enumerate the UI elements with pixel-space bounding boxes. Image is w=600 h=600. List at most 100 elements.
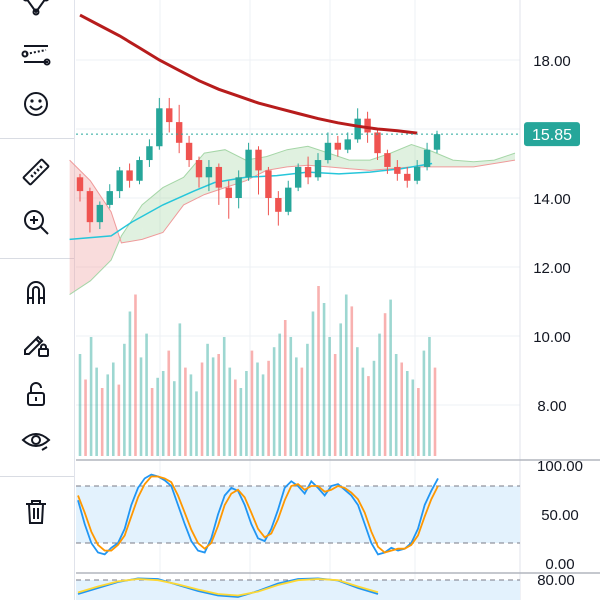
candle-body [245,149,252,178]
candle-body [146,146,153,161]
candle-body [156,108,163,147]
volume-bar [344,294,348,456]
ichimoku-cloud-segment [162,177,184,233]
price-axis-tick: 14.00 [533,191,571,208]
volume-bar [306,343,309,456]
ichimoku-cloud-segment [390,144,412,169]
volume-bar [383,313,387,456]
volume-bar [333,354,337,456]
candle-body [86,191,94,223]
volume-bar [189,374,193,456]
moving-average-line [79,13,418,135]
volume-bar [184,367,187,456]
candle-body [423,149,431,167]
volume-bar [367,376,370,456]
volume-bar [405,371,409,456]
volume-bar [128,311,132,456]
candle-body [394,166,401,174]
volume-bar [433,367,437,456]
volume-bar [156,377,159,456]
volume-bar [89,337,93,456]
volume-bar [428,337,431,456]
candle-body [324,142,332,161]
volume-bar [161,371,165,456]
ichimoku-cloud-segment [142,187,163,240]
last-price-badge [524,122,580,147]
ichimoku-cloud-segment [349,160,370,171]
toolbar-separator [0,476,74,477]
ichimoku-cloud-segment [287,146,308,167]
oscillator-axis-tick: 50.00 [541,507,579,524]
candle-body [364,118,371,133]
drawing-toolbar [0,0,74,600]
volume-bar [211,357,215,456]
candle-body [255,149,262,171]
volume-bar [400,362,404,456]
volume-bar [272,347,276,456]
ichimoku-cloud-segment [111,211,122,261]
ichimoku-cloud-segment [90,180,112,281]
pattern-tool-icon[interactable] [14,0,58,26]
zoom-in-icon[interactable] [14,202,58,242]
volume-bar [267,360,270,456]
volume-bar [261,374,265,456]
visibility-eye-icon[interactable] [14,420,58,460]
stochastic-line [77,475,439,554]
lower-oscillator-line [77,578,379,597]
volume-bar [139,357,143,456]
volume-bar [100,388,104,456]
volume-bar [394,354,398,456]
volume-bar [289,337,293,456]
volume-bar [106,374,110,456]
price-axis-tick: 12.00 [533,260,571,277]
cloud-span-a-line [69,143,516,296]
volume-bar [134,294,137,456]
candle-body [334,142,342,150]
volume-bar [123,343,126,456]
candle-body [235,177,242,198]
toolbar-separator [0,258,74,259]
volume-bar [150,388,154,456]
toolbar-divider [74,0,75,600]
price-axis-tick: 10.00 [533,329,571,346]
price-axis-tick: 18.00 [533,53,571,70]
candle-body [413,166,421,181]
candle-body [215,166,223,188]
ruler-measure-icon[interactable] [14,152,58,192]
volume-bar [111,362,115,456]
prediction-measure-tool-icon[interactable] [14,34,58,74]
volume-bar [417,388,420,456]
trash-delete-icon[interactable] [14,492,58,532]
ichimoku-cloud-segment [69,160,91,295]
volume-bar [328,337,331,456]
volume-bar [283,320,287,456]
volume-bar [317,286,320,456]
volume-bar [84,379,87,456]
oscillator-axis-tick: 0.00 [545,556,574,573]
volume-bar [311,311,315,456]
volume-bar [178,323,182,456]
candle-body [166,108,173,123]
stochastic-line [77,473,439,556]
volume-bar [167,350,171,456]
volume-bar [322,303,326,456]
candle-body [225,187,232,198]
magnet-snap-icon[interactable] [14,272,58,312]
lower-oscillator-band [76,580,520,600]
volume-bar [239,388,243,456]
emoji-sticker-icon[interactable] [14,84,58,124]
candle-body [195,160,203,178]
candle-body [96,204,104,223]
volume-bar [228,367,232,456]
candle-body [116,170,123,192]
candle-body [374,132,381,154]
candle-body [304,166,312,178]
lower-oscillator-axis-tick: 80.00 [537,572,575,589]
lock-drawings-pencil-icon[interactable] [14,324,58,364]
volume-bar [206,343,209,456]
ichimoku-cloud-segment [494,153,515,164]
candle-body [354,118,361,140]
ichimoku-cloud-segment [328,153,350,169]
unlock-icon[interactable] [14,374,58,414]
